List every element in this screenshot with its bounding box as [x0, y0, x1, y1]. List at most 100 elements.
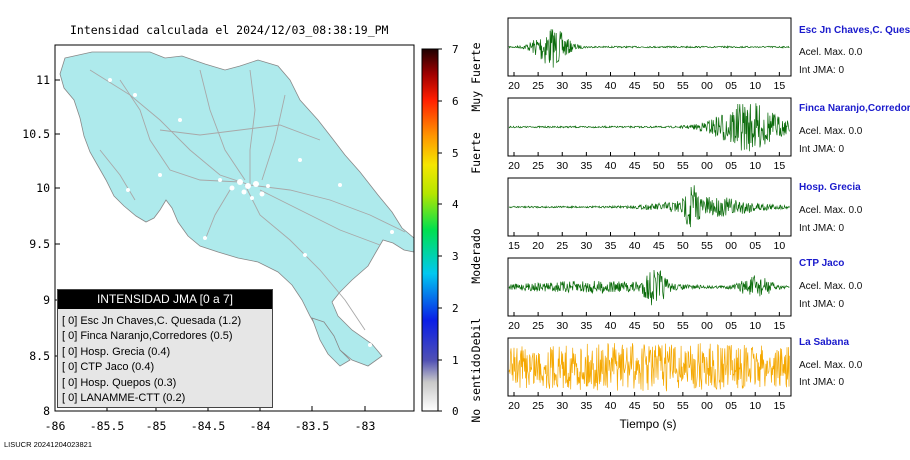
waveform-tick-label: 45: [629, 320, 641, 332]
station-markers: [108, 78, 394, 347]
map-x-tick-labels: -86 -85.5 -85 -84.5 -84 -83.5 -83: [45, 419, 376, 433]
waveform-tick-label: 15: [774, 160, 786, 172]
waveform-tick-label: 00: [701, 160, 713, 172]
legend-row: [ 0] Hosp. Quepos (0.3): [62, 376, 177, 389]
x-tick: -83: [355, 419, 376, 433]
y-tick: 9.5: [29, 237, 50, 251]
map-y-tick-labels: 11 10.5 10 9.5 9 8.5 8: [22, 73, 50, 418]
legend-row: [ 0] Esc Jn Chaves,C. Quesada (1.2): [62, 315, 242, 327]
colorbar-ticks: 7 6 5 4 3 2 1 0: [452, 43, 459, 418]
waveform-tick-label: 40: [605, 320, 617, 332]
y-tick: 8: [43, 404, 50, 418]
y-tick: 9: [43, 293, 50, 307]
waveform-trace: [508, 269, 790, 306]
legend-row: [ 0] Hosp. Grecia (0.4): [62, 345, 171, 358]
station-name: La Sabana: [799, 337, 850, 348]
legend-title: INTENSIDAD JMA [0 a 7]: [58, 290, 272, 309]
costa-rica-landmass: [59, 51, 415, 367]
colorbar-tick: 3: [452, 250, 459, 263]
waveform-tick-label: 35: [581, 80, 593, 92]
waveform-trace: [508, 185, 790, 228]
waveform-panel-sabana: 20 25 30 35 40 45 50 55 00 05 10 15: [507, 337, 792, 412]
waveform-tick-label: 55: [677, 80, 689, 92]
legend-row: [ 0] CTP Jaco (0.4): [62, 361, 155, 374]
waveform-tick-label: 10: [749, 320, 761, 332]
waveform-tick-label: 10: [749, 80, 761, 92]
waveform-trace: [508, 343, 790, 392]
intensity-legend: INTENSIDAD JMA [0 a 7] [ 0] Esc Jn Chave…: [57, 289, 273, 408]
waveform-tick-label: 45: [629, 400, 641, 412]
station-name: Hosp. Grecia: [799, 182, 861, 193]
waveform-tick-label: 25: [532, 320, 544, 332]
colorbar-tick: 0: [452, 405, 459, 418]
station-int: Int JMA: 0: [799, 65, 845, 76]
colorbar-label: Muy Fuerte: [469, 42, 483, 111]
x-tick: -84: [250, 419, 271, 433]
waveform-tick-label: 00: [701, 80, 713, 92]
colorbar-label: Moderado: [469, 228, 483, 283]
waveform-tick-label: 00: [725, 240, 737, 252]
waveform-tick-label: 05: [749, 240, 761, 252]
waveform-tick-label: 25: [532, 160, 544, 172]
colorbar-tick: 5: [452, 147, 459, 160]
station-name: Esc Jn Chaves,C. Ques: [799, 25, 910, 36]
colorbar-label: Fuerte: [469, 132, 483, 174]
y-tick: 11: [36, 73, 50, 87]
colorbar-label: Debil: [469, 318, 483, 353]
waveform-tick-label: 20: [532, 240, 544, 252]
waveform-tick-label: 00: [701, 400, 713, 412]
waveform-tick-label: 05: [725, 320, 737, 332]
legend-row: [ 0] LANAMME-CTT (0.2): [62, 391, 186, 404]
waveform-tick-label: 45: [629, 80, 641, 92]
waveform-tick-label: 50: [653, 320, 665, 332]
waveform-panel-jaco: 20 25 30 35 40 45 50 55 00 05 10 15: [507, 257, 792, 332]
waveform-tick-label: 20: [508, 160, 520, 172]
waveform-tick-label: 05: [725, 80, 737, 92]
waveform-tick-label: 25: [532, 80, 544, 92]
colorbar-tick: 2: [452, 302, 459, 315]
station-int: Int JMA: 0: [799, 223, 845, 234]
y-tick: 10.5: [22, 127, 50, 141]
waveform-tick-label: 30: [556, 400, 568, 412]
waveform-tick-label: 15: [774, 80, 786, 92]
waveform-tick-label: 40: [605, 80, 617, 92]
waveform-tick-label: 50: [653, 80, 665, 92]
colorbar-tick: 6: [452, 95, 459, 108]
waveform-tick-label: 40: [629, 240, 641, 252]
x-tick: -83.5: [295, 419, 330, 433]
waveform-tick-label: 50: [653, 160, 665, 172]
station-acel: Acel. Max. 0.0: [799, 205, 863, 216]
waveform-tick-label: 40: [605, 160, 617, 172]
waveform-tick-label: 15: [774, 320, 786, 332]
waveform-tick-label: 05: [725, 400, 737, 412]
waveform-tick-label: 10: [749, 400, 761, 412]
waveform-tick-label: 35: [581, 320, 593, 332]
footer-id: LISUCR 20241204023821: [4, 440, 92, 449]
waveform-tick-label: 15: [774, 400, 786, 412]
waveform-tick-label: 25: [532, 400, 544, 412]
waveform-tick-label: 05: [725, 160, 737, 172]
legend-row: [ 0] Finca Naranjo,Corredores (0.5): [62, 330, 233, 343]
station-name: Finca Naranjo,Corredor: [799, 103, 910, 114]
waveform-trace: [508, 29, 790, 68]
waveform-tick-label: 35: [605, 240, 617, 252]
waveform-tick-label: 50: [677, 240, 689, 252]
x-tick: -86: [45, 419, 66, 433]
waveform-tick-label: 30: [556, 160, 568, 172]
waveform-tick-label: 50: [653, 400, 665, 412]
colorbar-tick: 7: [452, 43, 459, 56]
waveform-tick-label: 35: [581, 400, 593, 412]
station-int: Int JMA: 0: [799, 377, 845, 388]
station-acel: Acel. Max. 0.0: [799, 360, 863, 371]
colorbar-labels: Muy Fuerte Fuerte Moderado Debil No sent…: [469, 42, 483, 422]
waveform-tick-label: 55: [677, 400, 689, 412]
waveform-tick-label: 20: [508, 320, 520, 332]
waveform-panel-grecia: 15 20 25 30 35 40 45 50 55 00 05 10: [507, 177, 792, 252]
waveform-tick-label: 45: [629, 160, 641, 172]
waveform-tick-label: 20: [508, 400, 520, 412]
waveform-tick-label: 55: [677, 320, 689, 332]
waveform-tick-label: 30: [581, 240, 593, 252]
colorbar-tick: 1: [452, 354, 459, 367]
station-acel: Acel. Max. 0.0: [799, 281, 863, 292]
waveform-tick-label: 30: [556, 80, 568, 92]
